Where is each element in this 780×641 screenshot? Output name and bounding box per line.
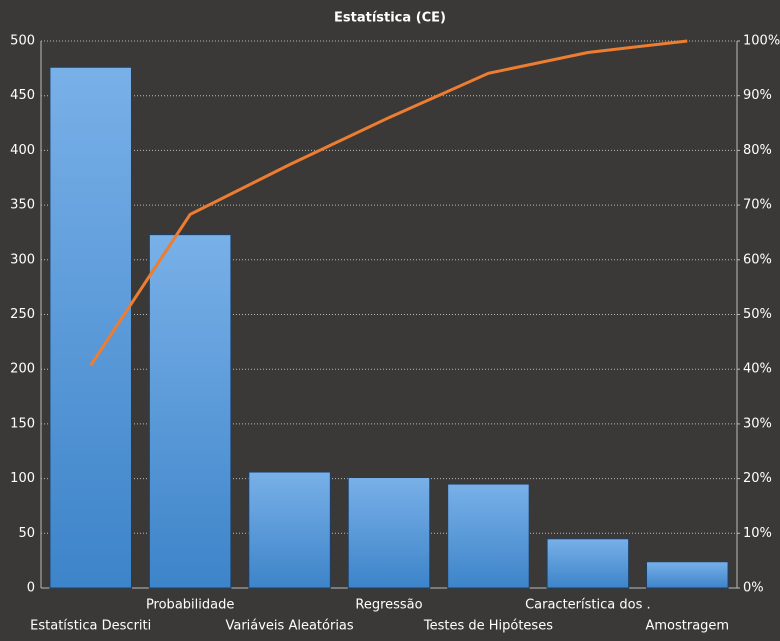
bar: [148, 234, 232, 589]
y-tick-label: 0: [27, 581, 35, 596]
bar: [646, 561, 729, 589]
y-tick-label: 150: [10, 416, 35, 431]
y2-tick-label: 50%: [743, 307, 772, 322]
x-tick-label: Testes de Hipóteses: [423, 619, 553, 634]
y-tick-label: 450: [10, 88, 35, 103]
y-tick-label: 350: [10, 198, 35, 213]
bar: [447, 483, 530, 589]
bar: [347, 477, 431, 589]
y-tick-label: 100: [10, 471, 35, 486]
y2-tick-label: 90%: [743, 88, 772, 103]
x-tick-label: Variáveis Aleatórias: [225, 619, 353, 634]
y-tick-label: 400: [10, 143, 35, 158]
y2-tick-label: 60%: [743, 252, 772, 267]
x-tick-label: Regressão: [355, 598, 422, 613]
bar: [546, 538, 630, 589]
y2-tick-label: 100%: [743, 34, 780, 49]
y-tick-label: 300: [10, 252, 35, 267]
y2-tick-label: 80%: [743, 143, 772, 158]
x-tick-label: Amostragem: [645, 619, 729, 634]
chart-title: Estatística (CE): [334, 11, 446, 26]
y2-tick-label: 40%: [743, 362, 772, 377]
x-tick-label: Probabilidade: [146, 598, 234, 613]
y-tick-label: 50: [18, 526, 35, 541]
y2-tick-label: 0%: [743, 581, 764, 596]
x-tick-label: Característica dos .: [525, 598, 651, 613]
y2-tick-label: 20%: [743, 471, 772, 486]
y-tick-label: 200: [10, 362, 35, 377]
y2-tick-label: 30%: [743, 416, 772, 431]
y-tick-label: 250: [10, 307, 35, 322]
pareto-line: [89, 39, 688, 367]
y2-tick-label: 70%: [743, 198, 772, 213]
x-tick-label: Estatística Descriti: [30, 619, 151, 634]
bar: [49, 66, 132, 589]
y2-tick-label: 10%: [743, 526, 772, 541]
y-tick-label: 500: [10, 34, 35, 49]
bar: [248, 471, 331, 589]
